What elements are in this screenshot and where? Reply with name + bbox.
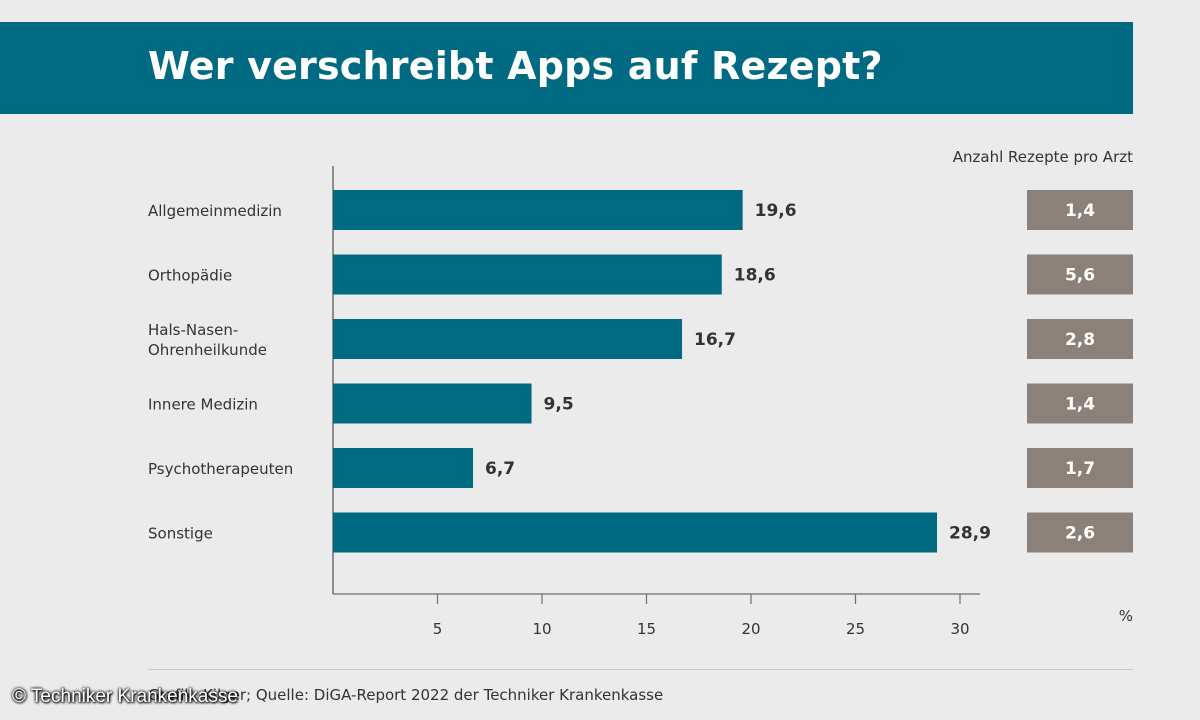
x-tick-label: 10 (532, 620, 551, 638)
bar (333, 190, 743, 230)
per-doctor-box (1027, 254, 1133, 295)
per-doctor-box (1027, 190, 1133, 230)
bar-value-label: 16,7 (694, 330, 736, 350)
title-banner (0, 22, 1133, 114)
x-tick-label: 20 (741, 620, 760, 638)
x-axis-unit-label: % (1119, 607, 1133, 625)
bar-value-label: 9,5 (544, 395, 574, 415)
bar-value-label: 18,6 (734, 266, 776, 286)
bar-value-label: 19,6 (755, 201, 797, 221)
category-label: Innere Medizin (148, 396, 258, 414)
category-label: Ohrenheilkunde (148, 341, 267, 359)
per-doctor-value: 2,6 (1065, 524, 1095, 544)
bar (333, 448, 474, 488)
bar-value-label: 6,7 (485, 459, 515, 479)
per-doctor-value: 1,4 (1065, 201, 1095, 221)
x-tick-label: 30 (950, 620, 969, 638)
per-doctor-box (1027, 383, 1133, 424)
category-label: Psychotherapeuten (148, 460, 293, 478)
bar (333, 512, 938, 553)
category-label: Allgemeinmedizin (148, 202, 282, 220)
x-tick-label: 5 (433, 620, 443, 638)
x-tick-label: 25 (846, 620, 865, 638)
per-doctor-value: 5,6 (1065, 266, 1095, 286)
bar (333, 319, 683, 359)
category-label: Hals-Nasen- (148, 321, 238, 339)
per-doctor-box (1027, 512, 1133, 553)
per-doctor-box (1027, 448, 1133, 488)
copyright-watermark: © Techniker Krankenkasse (12, 686, 238, 707)
source-note: Grafik: Kilger; Quelle: DiGA-Report 2022… (148, 686, 664, 704)
per-doctor-value: 2,8 (1065, 330, 1095, 350)
bar-value-label: 28,9 (949, 524, 991, 544)
category-label: Sonstige (148, 525, 213, 543)
per-doctor-value: 1,7 (1065, 459, 1095, 479)
per-doctor-box (1027, 319, 1133, 359)
bar (333, 383, 532, 424)
category-label: Orthopädie (148, 267, 232, 285)
x-tick-label: 15 (637, 620, 656, 638)
bar (333, 254, 722, 295)
per-doctor-value: 1,4 (1065, 395, 1095, 415)
per-doctor-header: Anzahl Rezepte pro Arzt (952, 148, 1133, 166)
chart-title: Wer verschreibt Apps auf Rezept? (148, 44, 883, 88)
footer-divider (148, 669, 1133, 670)
